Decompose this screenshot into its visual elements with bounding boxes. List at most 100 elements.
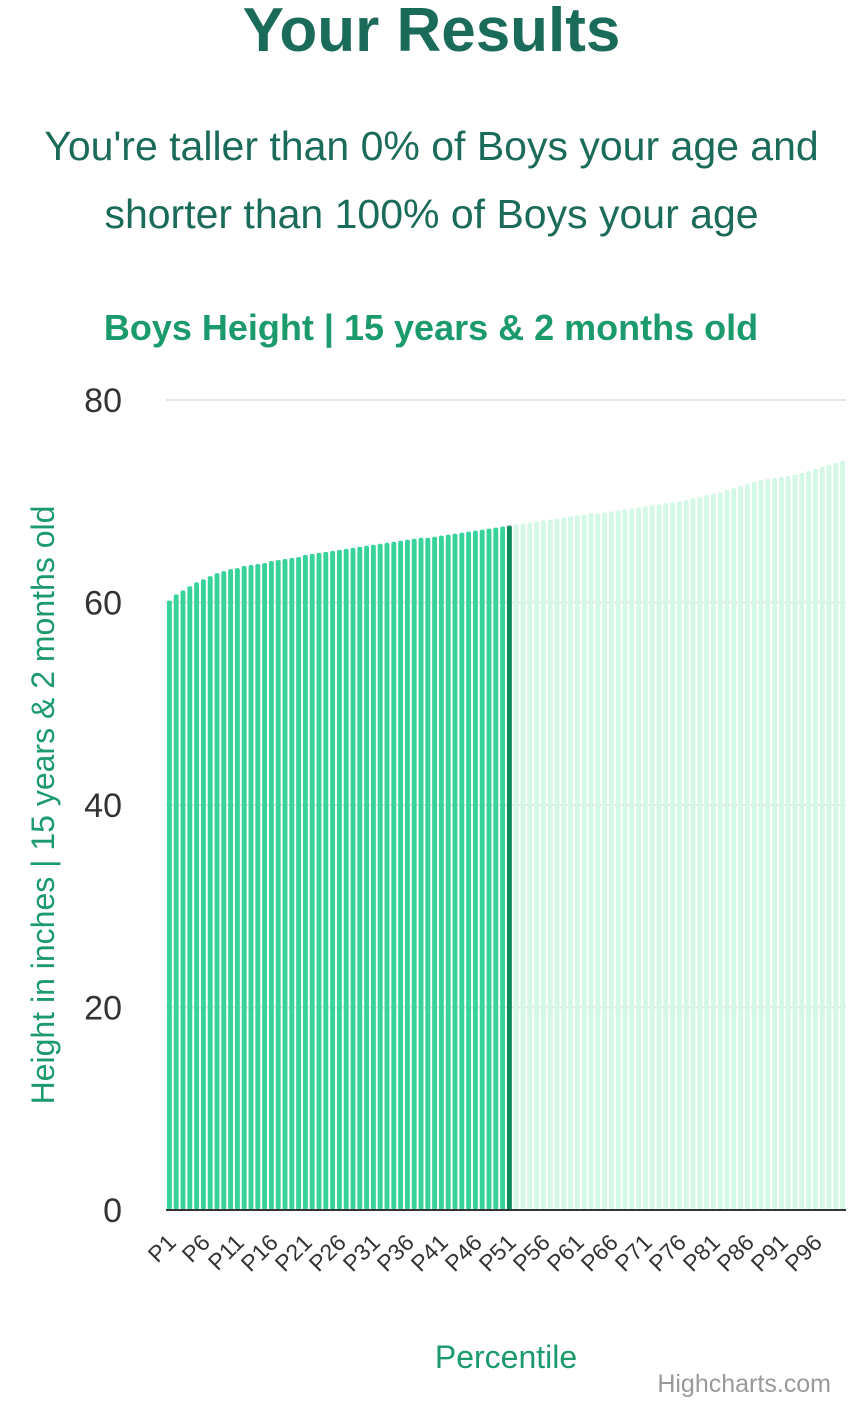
- bar-p43[interactable]: [452, 533, 458, 1210]
- bar-p28[interactable]: [350, 547, 356, 1210]
- bar-p14[interactable]: [255, 564, 261, 1210]
- bar-p86[interactable]: [744, 484, 750, 1210]
- bar-p84[interactable]: [731, 488, 737, 1211]
- bar-p1[interactable]: [166, 600, 172, 1210]
- bar-p71[interactable]: [642, 506, 648, 1210]
- bar-p69[interactable]: [629, 508, 635, 1211]
- bar-p85[interactable]: [738, 486, 744, 1210]
- bar-p55[interactable]: [534, 521, 540, 1211]
- bar-p60[interactable]: [568, 516, 574, 1210]
- bar-p48[interactable]: [486, 528, 492, 1210]
- bar-p80[interactable]: [704, 495, 710, 1210]
- bar-p62[interactable]: [581, 514, 587, 1210]
- bar-p91[interactable]: [778, 476, 784, 1210]
- bar-p27[interactable]: [343, 548, 349, 1210]
- bar-p63[interactable]: [588, 513, 594, 1210]
- bar-p64[interactable]: [595, 513, 601, 1210]
- bar-p79[interactable]: [697, 497, 703, 1210]
- bar-p70[interactable]: [636, 507, 642, 1210]
- bar-p4[interactable]: [187, 586, 193, 1210]
- bar-p92[interactable]: [785, 475, 791, 1210]
- bar-p98[interactable]: [826, 464, 832, 1210]
- bar-p58[interactable]: [554, 518, 560, 1210]
- credits-link[interactable]: Highcharts.com: [657, 1370, 831, 1398]
- bar-p54[interactable]: [527, 522, 533, 1210]
- bar-p31[interactable]: [370, 544, 376, 1210]
- bar-p7[interactable]: [207, 576, 213, 1210]
- bar-p13[interactable]: [248, 565, 254, 1210]
- bar-p17[interactable]: [275, 559, 281, 1210]
- bar-p97[interactable]: [819, 466, 825, 1210]
- bar-p74[interactable]: [663, 503, 669, 1210]
- bar-p38[interactable]: [418, 537, 424, 1210]
- bar-p40[interactable]: [432, 536, 438, 1210]
- bar-p37[interactable]: [411, 538, 417, 1210]
- bar-p77[interactable]: [683, 500, 689, 1210]
- bar-p39[interactable]: [425, 537, 431, 1210]
- bar-p45[interactable]: [466, 531, 472, 1211]
- bar-p68[interactable]: [622, 509, 628, 1211]
- bar-p83[interactable]: [724, 490, 730, 1210]
- bar-p24[interactable]: [323, 551, 329, 1211]
- bar-p59[interactable]: [561, 517, 567, 1210]
- bar-p12[interactable]: [241, 566, 247, 1210]
- bar-p89[interactable]: [765, 478, 771, 1211]
- bar-p32[interactable]: [377, 543, 383, 1210]
- bar-p10[interactable]: [228, 569, 234, 1210]
- bar-p99[interactable]: [833, 462, 839, 1210]
- bar-p66[interactable]: [608, 511, 614, 1211]
- bar-p52[interactable]: [513, 524, 519, 1210]
- bar-p49[interactable]: [493, 527, 499, 1210]
- bar-p33[interactable]: [384, 542, 390, 1210]
- bar-p67[interactable]: [615, 510, 621, 1210]
- bar-p36[interactable]: [404, 539, 410, 1210]
- bar-p75[interactable]: [670, 502, 676, 1210]
- bar-p29[interactable]: [357, 546, 363, 1210]
- bar-p94[interactable]: [799, 472, 805, 1210]
- bar-p22[interactable]: [309, 553, 315, 1210]
- bar-p21[interactable]: [302, 554, 308, 1210]
- bar-p47[interactable]: [479, 529, 485, 1210]
- bar-p18[interactable]: [282, 558, 288, 1210]
- bar-p26[interactable]: [336, 549, 342, 1210]
- bar-p3[interactable]: [180, 590, 186, 1210]
- bar-p95[interactable]: [806, 470, 812, 1211]
- bar-p56[interactable]: [540, 520, 546, 1210]
- bar-p65[interactable]: [602, 512, 608, 1210]
- bar-p100[interactable]: [840, 460, 846, 1210]
- bar-p5[interactable]: [194, 582, 200, 1210]
- bar-p82[interactable]: [717, 492, 723, 1210]
- bar-p6[interactable]: [200, 579, 206, 1210]
- bar-p93[interactable]: [792, 474, 798, 1210]
- bar-p15[interactable]: [262, 563, 268, 1210]
- bar-p35[interactable]: [398, 540, 404, 1210]
- bar-p87[interactable]: [751, 482, 757, 1210]
- bar-p11[interactable]: [234, 568, 240, 1210]
- bar-p19[interactable]: [289, 557, 295, 1210]
- bar-p46[interactable]: [472, 530, 478, 1210]
- bar-p23[interactable]: [316, 552, 322, 1210]
- bar-p81[interactable]: [710, 493, 716, 1210]
- bar-p78[interactable]: [690, 498, 696, 1211]
- bar-p25[interactable]: [330, 550, 336, 1210]
- bar-p20[interactable]: [296, 556, 302, 1210]
- bar-p76[interactable]: [676, 501, 682, 1210]
- bar-p57[interactable]: [547, 519, 553, 1210]
- bar-p8[interactable]: [214, 573, 220, 1210]
- bar-p2[interactable]: [173, 594, 179, 1210]
- bar-p50[interactable]: [500, 526, 506, 1210]
- bar-p51[interactable]: [506, 525, 512, 1210]
- bar-p96[interactable]: [812, 468, 818, 1211]
- bar-p61[interactable]: [574, 515, 580, 1210]
- bar-p72[interactable]: [649, 505, 655, 1210]
- bar-p9[interactable]: [221, 571, 227, 1210]
- bar-p73[interactable]: [656, 504, 662, 1210]
- bar-p16[interactable]: [268, 560, 274, 1210]
- bar-p53[interactable]: [520, 523, 526, 1210]
- bar-p90[interactable]: [772, 477, 778, 1211]
- bar-p88[interactable]: [758, 479, 764, 1210]
- bar-p34[interactable]: [391, 541, 397, 1210]
- bar-p44[interactable]: [459, 532, 465, 1210]
- bar-p42[interactable]: [445, 534, 451, 1210]
- bar-p30[interactable]: [364, 545, 370, 1210]
